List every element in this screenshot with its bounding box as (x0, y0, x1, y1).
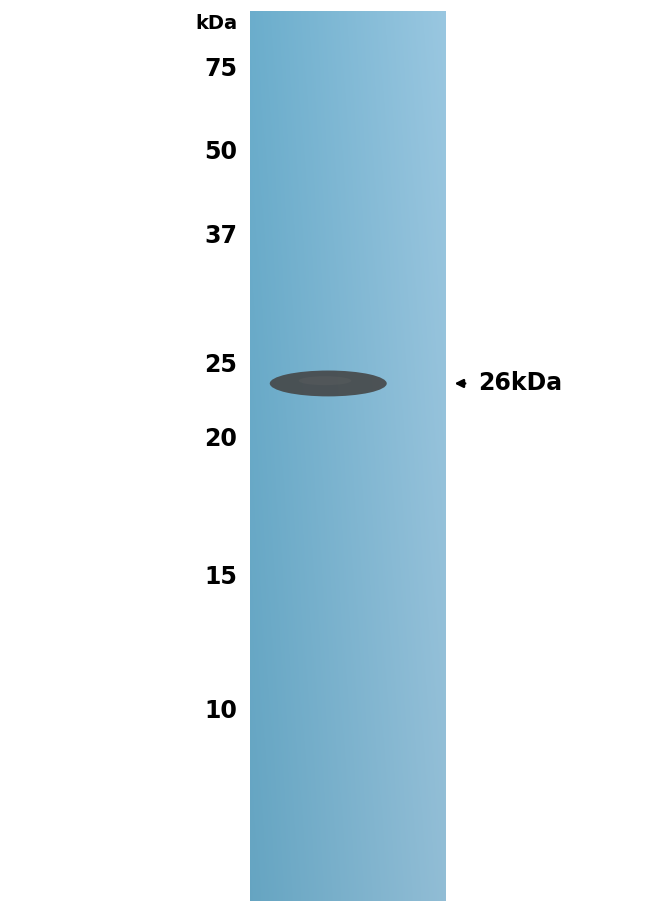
Text: 75: 75 (204, 57, 237, 81)
Text: 20: 20 (204, 427, 237, 451)
Text: 15: 15 (204, 565, 237, 590)
Ellipse shape (299, 376, 351, 385)
Text: 25: 25 (204, 353, 237, 377)
Text: 10: 10 (204, 699, 237, 723)
Text: 50: 50 (204, 140, 237, 164)
Text: kDa: kDa (195, 14, 237, 32)
Text: 37: 37 (204, 224, 237, 248)
Text: 26kDa: 26kDa (478, 371, 562, 395)
Ellipse shape (270, 371, 387, 396)
